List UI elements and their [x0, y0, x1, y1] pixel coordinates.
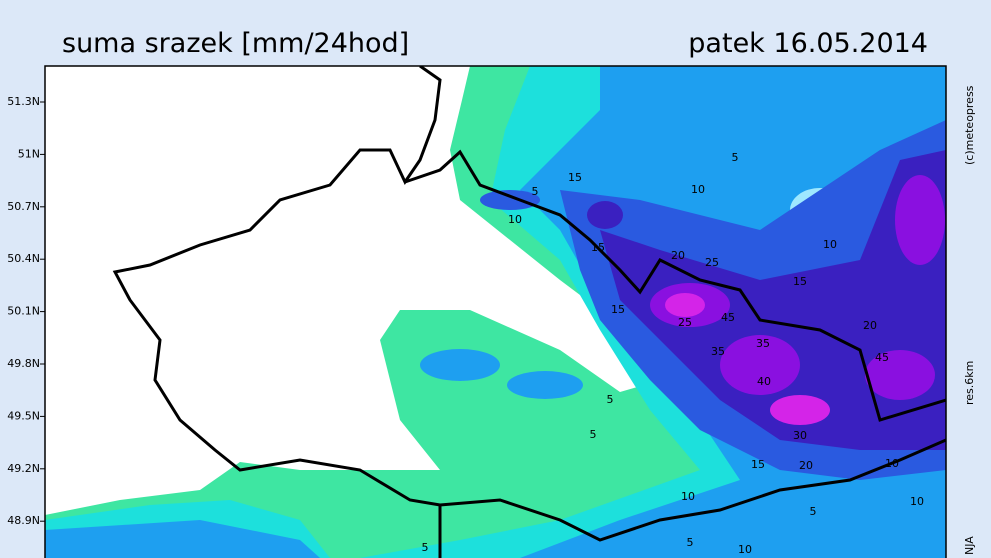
contour-label: 10 — [738, 543, 752, 556]
title: suma srazek [mm/24hod] — [62, 28, 409, 59]
contour-label: 10 — [823, 238, 837, 251]
frame — [44, 65, 947, 558]
contour-label: 10 — [691, 183, 705, 196]
contour-label: 5 — [422, 541, 429, 554]
lat-label: 49.5N — [7, 409, 40, 422]
contour-label: 20 — [671, 249, 685, 262]
contour-label: 45 — [875, 351, 889, 364]
contour-label: 45 — [721, 311, 735, 324]
resolution: res.6km — [963, 361, 976, 405]
lat-label: 49.2N — [7, 462, 40, 475]
contour-label: 35 — [756, 337, 770, 350]
contour-label: 15 — [568, 171, 582, 184]
contour-label: 10 — [508, 213, 522, 226]
contour-label: 35 — [711, 345, 725, 358]
contour-label: 10 — [885, 457, 899, 470]
contour-label: 40 — [757, 375, 771, 388]
contour-label: 5 — [607, 393, 614, 406]
contour-label: 20 — [863, 319, 877, 332]
contour-label: 5 — [732, 151, 739, 164]
lat-label: 51.3N — [7, 95, 40, 108]
contour-label: 20 — [799, 459, 813, 472]
lat-label: 49.8N — [7, 357, 40, 370]
lat-label: 51N — [18, 147, 40, 160]
copyright: (c)meteopress — [963, 85, 976, 165]
contour-label: 5 — [810, 505, 817, 518]
contour-label: 10 — [681, 490, 695, 503]
lat-label: 48.9N — [7, 514, 40, 527]
lat-label: 50.1N — [7, 305, 40, 318]
lat-label: 50.7N — [7, 200, 40, 213]
date: patek 16.05.2014 — [688, 28, 928, 59]
contour-label: 10 — [910, 495, 924, 508]
contour-label: 25 — [705, 256, 719, 269]
contour-label: 15 — [611, 303, 625, 316]
contour-label: 5 — [532, 185, 539, 198]
contour-label: 5 — [687, 536, 694, 549]
precip-field — [45, 66, 946, 558]
contour-label: 15 — [591, 241, 605, 254]
contour-label: 30 — [793, 429, 807, 442]
contour-label: 5 — [590, 428, 597, 441]
author: NJA — [963, 536, 976, 555]
contour-label: 15 — [751, 458, 765, 471]
contour-label: 15 — [793, 275, 807, 288]
contour-label: 25 — [678, 316, 692, 329]
lat-label: 50.4N — [7, 252, 40, 265]
